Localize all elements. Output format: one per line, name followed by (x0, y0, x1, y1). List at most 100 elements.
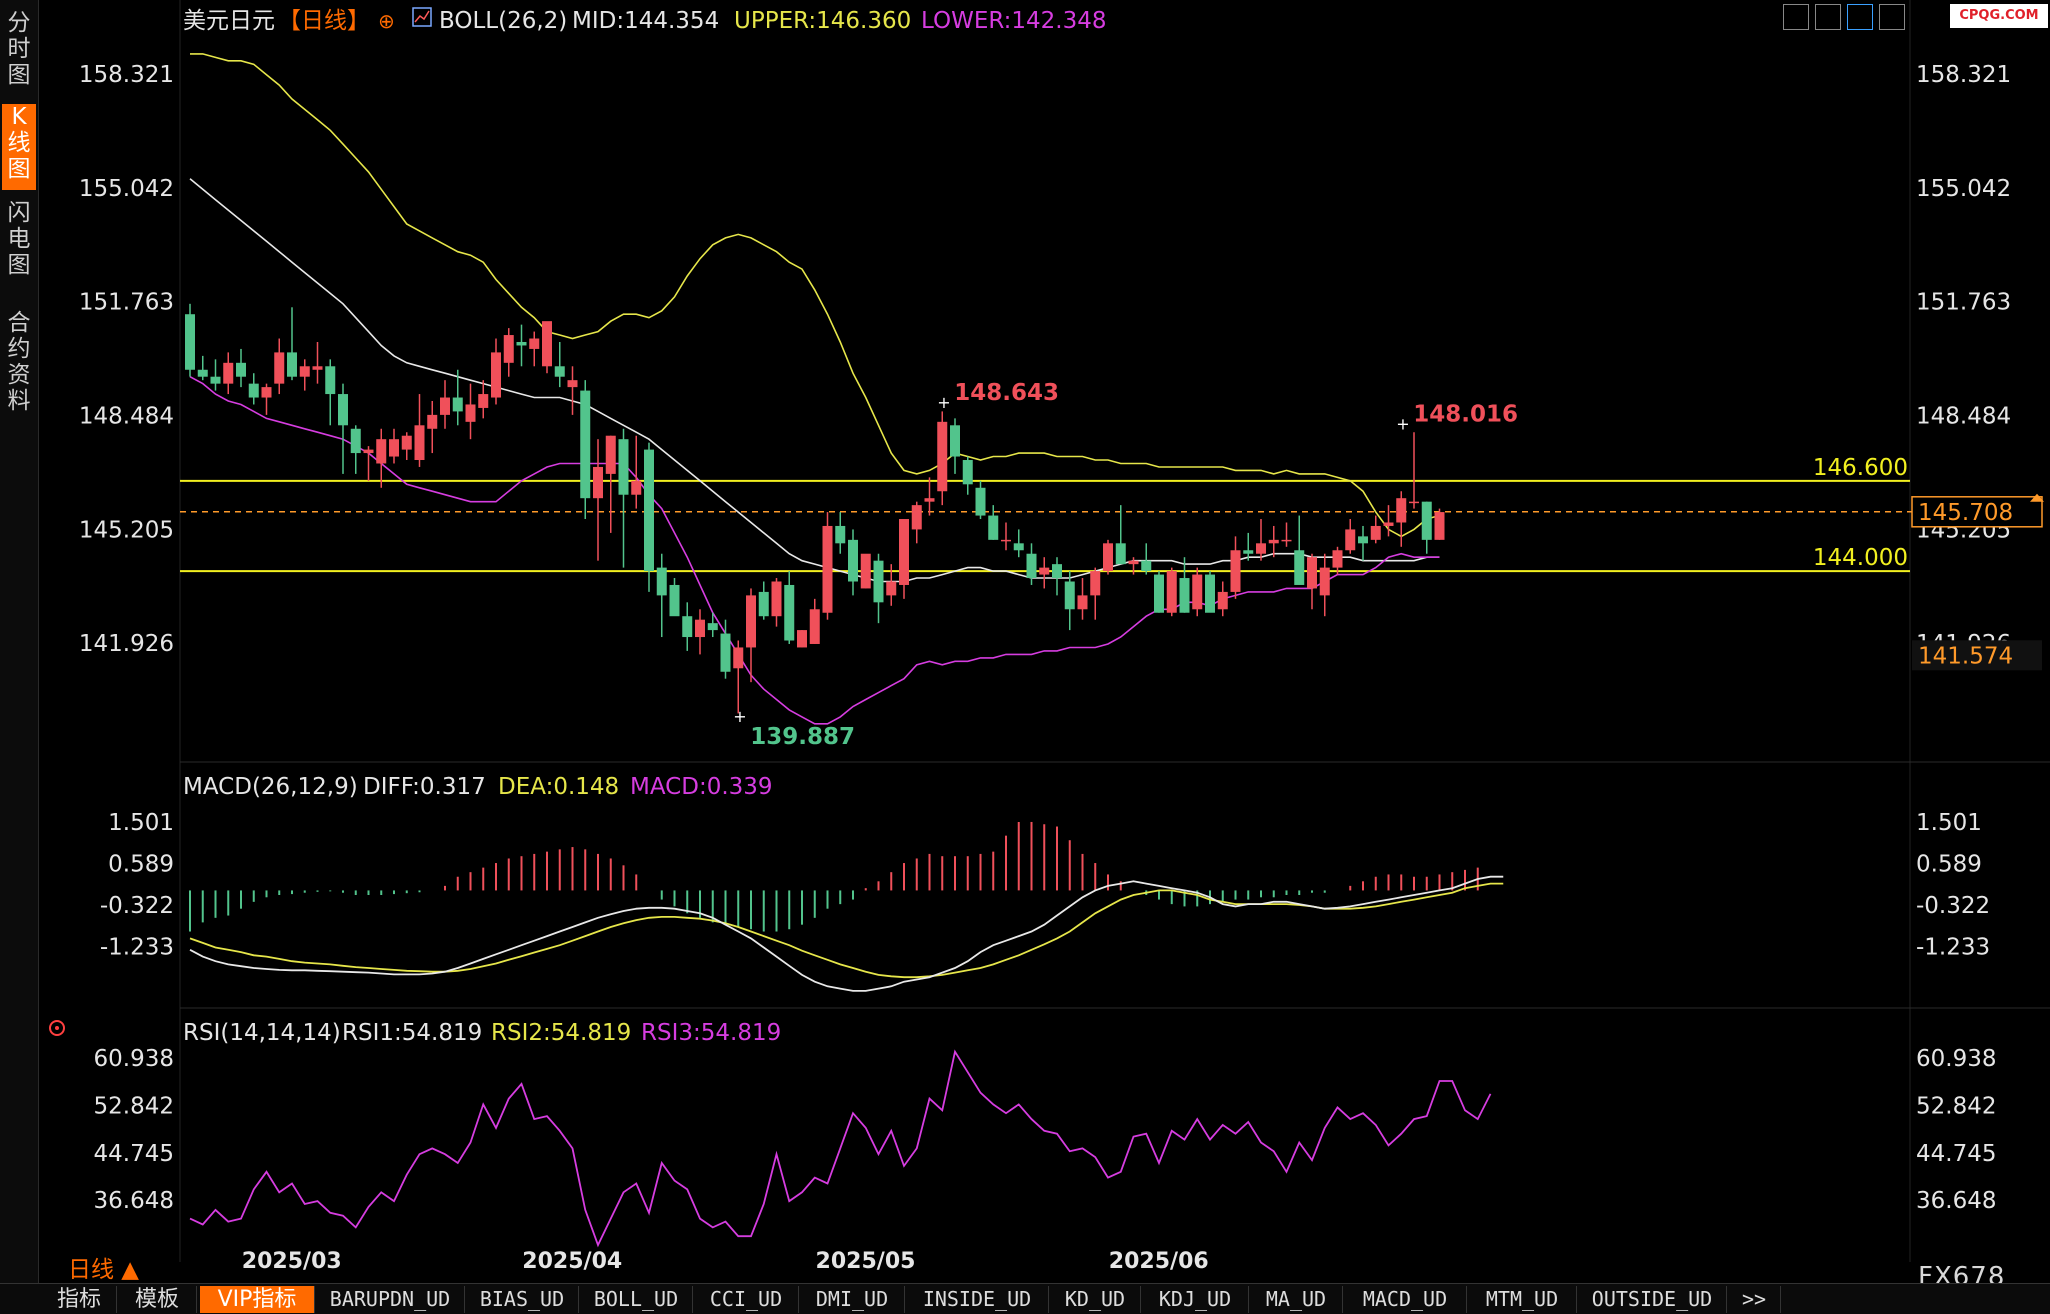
rsi1-value: RSI1:54.819 (342, 1020, 482, 1046)
candle-body (287, 352, 297, 377)
candle-body (860, 553, 871, 589)
candle-body (452, 397, 463, 412)
extreme-marker: + (937, 393, 950, 412)
tab-boll[interactable]: BOLL_UD (580, 1286, 693, 1313)
tab-inside[interactable]: INSIDE_UD (906, 1286, 1049, 1313)
tab-templates[interactable]: 模板 (118, 1286, 197, 1313)
macd-y-tick-right: -0.322 (1916, 893, 1990, 919)
tab-contract-info[interactable]: 合 约 资 料 (7, 310, 31, 414)
candle-body (1166, 571, 1177, 613)
macd-diff-value: DIFF:0.317 (363, 774, 486, 800)
candle-body (848, 539, 858, 582)
site-watermark: CPQG.COM (1950, 4, 2048, 28)
target-icon[interactable] (49, 1020, 65, 1036)
candle-body (529, 338, 540, 349)
tab-outside[interactable]: OUTSIDE_UD (1578, 1286, 1727, 1313)
macd-y-tick-left: 0.589 (108, 852, 174, 878)
candle-body (580, 390, 591, 499)
rsi-y-tick-right: 44.745 (1916, 1141, 1996, 1167)
tab-kd[interactable]: KD_UD (1050, 1286, 1141, 1313)
candle-body (1307, 557, 1317, 589)
period-tag: 【日线】 (278, 8, 370, 34)
candle-body (338, 394, 348, 426)
candle-body (707, 623, 718, 631)
extreme-price-label: 139.887 (750, 724, 855, 750)
tab-flash-chart[interactable]: 闪 电 图 (7, 200, 31, 278)
tab-indicators[interactable]: 指标 (42, 1286, 117, 1313)
lower-marker-label: 141.574 (1918, 643, 2013, 669)
candle-body (427, 414, 438, 429)
macd-y-tick-right: 1.501 (1916, 810, 1982, 836)
candle-body (1243, 550, 1254, 554)
candle-body (835, 525, 846, 544)
rsi-y-tick-right: 52.842 (1916, 1093, 1996, 1119)
candle-body (1115, 543, 1126, 565)
candle-body (1358, 536, 1368, 544)
horizontal-level-label: 146.600 (1813, 455, 1908, 481)
candle-body (1409, 501, 1419, 504)
tab-kdj[interactable]: KDJ_UD (1142, 1286, 1249, 1313)
lower-marker-box (1912, 640, 2042, 671)
rsi-y-tick-left: 44.745 (94, 1141, 174, 1167)
tab-barupdn[interactable]: BARUPDN_UD (316, 1286, 465, 1313)
candle-body (1064, 581, 1075, 610)
y-tick-label-right: 155.042 (1916, 176, 2011, 202)
expand-icon[interactable] (1879, 4, 1905, 30)
candle-body (1128, 560, 1139, 565)
candle-body (886, 581, 897, 596)
extreme-price-label: 148.643 (954, 380, 1059, 406)
candle-body (988, 515, 999, 540)
candle-body (1319, 567, 1330, 596)
x-tick-label: 2025/03 (242, 1249, 342, 1274)
tab-more[interactable]: >> (1728, 1286, 1781, 1313)
candle-body (1026, 553, 1037, 579)
extreme-price-label: 148.016 (1413, 402, 1518, 428)
tab-macd[interactable]: MACD_UD (1344, 1286, 1467, 1313)
period-selector[interactable]: 日线 ▲ (68, 1257, 139, 1283)
crosshair-icon[interactable] (1783, 4, 1809, 30)
zoom-icon[interactable] (1847, 4, 1873, 30)
rsi3-value: RSI3:54.819 (641, 1020, 781, 1046)
y-tick-label-left: 145.205 (79, 517, 174, 543)
tab-dmi[interactable]: DMI_UD (800, 1286, 905, 1313)
candle-body (503, 335, 514, 363)
candle-body (567, 380, 578, 388)
candle-body (695, 619, 705, 638)
candle-body (1230, 550, 1241, 592)
tab-bias[interactable]: BIAS_UD (466, 1286, 579, 1313)
candle-body (758, 591, 769, 617)
candle-body (1396, 498, 1407, 523)
candle-body (873, 560, 884, 603)
candle-body (631, 480, 642, 495)
candle-body (1383, 522, 1394, 526)
tab-ma[interactable]: MA_UD (1250, 1286, 1343, 1313)
candle-body (1205, 574, 1215, 613)
candle-body (312, 366, 323, 370)
candle-body (1077, 595, 1088, 610)
boll-indicator-icon-line (414, 10, 430, 23)
candle-body (771, 581, 782, 617)
horizontal-level-label: 144.000 (1813, 545, 1908, 571)
candle-body (1039, 567, 1050, 575)
tab-vip-indicators[interactable]: VIP指标 (200, 1286, 315, 1313)
boll-mid-line (189, 178, 1440, 583)
macd-y-tick-left: -0.322 (100, 893, 174, 919)
candle-body (797, 630, 807, 648)
grid-icon[interactable] (1815, 4, 1841, 30)
settings-icon[interactable]: ⊕ (378, 9, 395, 33)
macd-dea-value: DEA:0.148 (498, 774, 619, 800)
candle-body (325, 366, 336, 395)
candle-body (1141, 560, 1152, 572)
candle-body (937, 421, 948, 492)
tab-mtm[interactable]: MTM_UD (1468, 1286, 1577, 1313)
tab-cci[interactable]: CCI_UD (694, 1286, 799, 1313)
y-tick-label-right: 151.763 (1916, 290, 2011, 316)
boll-indicator-icon[interactable] (412, 7, 432, 27)
tab-time-chart[interactable]: 分 时 图 (7, 10, 31, 88)
tab-kline-chart[interactable]: K 线 图 (2, 104, 36, 190)
candle-body (554, 366, 565, 377)
rsi-y-tick-right: 36.648 (1916, 1188, 1996, 1214)
x-tick-label: 2025/05 (816, 1249, 916, 1274)
